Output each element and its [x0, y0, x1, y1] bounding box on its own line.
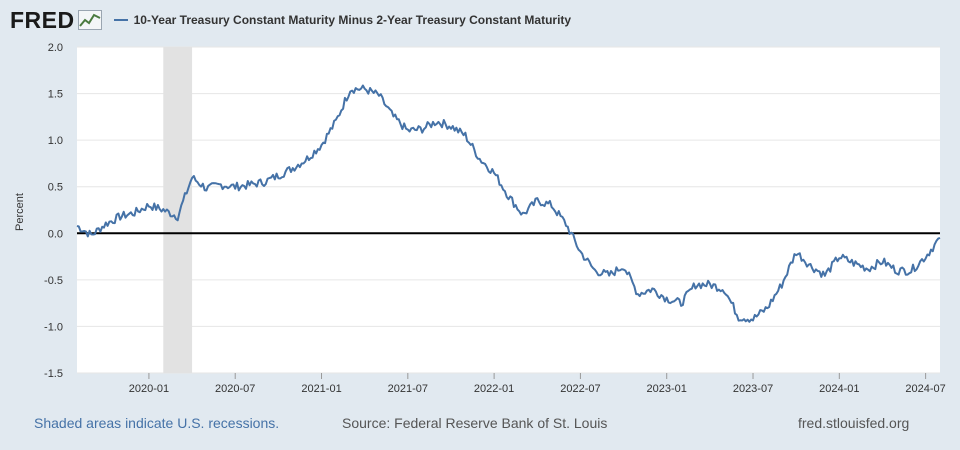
- x-tick-label: 2021-07: [388, 383, 428, 395]
- x-tick-label: 2021-01: [301, 383, 341, 395]
- legend-series-label: 10-Year Treasury Constant Maturity Minus…: [133, 13, 572, 27]
- y-tick-label: 1.5: [48, 89, 63, 101]
- source-note: Source: Federal Reserve Bank of St. Loui…: [342, 415, 608, 431]
- y-tick-label: -1.0: [44, 321, 63, 333]
- y-tick-label: -1.5: [44, 368, 63, 380]
- y-axis-label: Percent: [14, 193, 26, 231]
- recession-note[interactable]: Shaded areas indicate U.S. recessions.: [34, 415, 280, 431]
- chart-legend[interactable]: 10-Year Treasury Constant Maturity Minus…: [113, 13, 572, 27]
- x-tick-label: 2020-01: [129, 383, 169, 395]
- x-tick-label: 2022-07: [560, 383, 600, 395]
- x-tick-label: 2023-07: [733, 383, 773, 395]
- y-tick-label: 2.0: [48, 42, 63, 54]
- plot-area: [77, 47, 940, 373]
- chart-header: FRED 10-Year Treasury Constant Maturity …: [10, 6, 571, 34]
- site-url[interactable]: fred.stlouisfed.org: [798, 415, 910, 431]
- y-tick-label: -0.5: [44, 275, 63, 287]
- legend-line-swatch: [113, 19, 128, 21]
- fred-logo[interactable]: FRED: [10, 6, 75, 33]
- x-tick-label: 2024-07: [905, 383, 945, 395]
- x-tick-label: 2023-01: [647, 383, 687, 395]
- y-tick-label: 0.5: [48, 182, 63, 194]
- series-line: [76, 84, 941, 323]
- y-tick-label: 1.0: [48, 135, 63, 147]
- line-chart[interactable]: 2.0 1.5 1.0 0.5 0.0 -0.5 -1.0 -1.5 2020-01 2020-…: [0, 0, 960, 410]
- fred-logo-graph-icon: [77, 10, 102, 30]
- x-tick-label: 2020-07: [215, 383, 255, 395]
- x-tick-label: 2022-01: [474, 383, 514, 395]
- x-tick-label: 2024-01: [819, 383, 859, 395]
- y-tick-label: 0.0: [48, 228, 63, 240]
